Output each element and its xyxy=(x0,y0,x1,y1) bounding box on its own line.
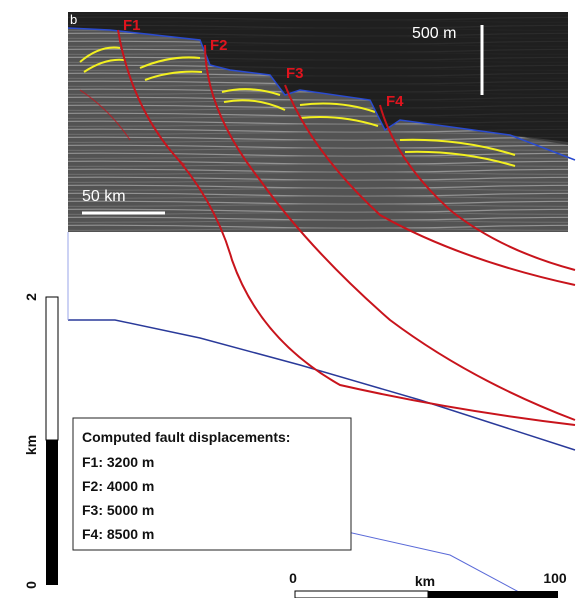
fault-label: F2 xyxy=(210,37,228,54)
faults xyxy=(79,29,576,426)
fault-label: F4 xyxy=(386,93,404,110)
distance-scale-black xyxy=(428,591,558,598)
box-line: F1: 3200 m xyxy=(82,454,154,470)
depth-scale-top: 2 xyxy=(23,293,39,301)
surfaces xyxy=(67,27,576,598)
distance-scale-unit: km xyxy=(415,573,435,589)
panel-label: b xyxy=(70,12,77,27)
box-line: F2: 4000 m xyxy=(82,478,154,494)
box-line: F4: 8500 m xyxy=(82,526,154,542)
depth-scale-white xyxy=(45,296,59,441)
displacement-box xyxy=(72,417,352,551)
depth-scale-bottom: 0 xyxy=(23,581,39,589)
horizontal-scale-label: 50 km xyxy=(82,188,126,205)
distance-scale-right: 100 xyxy=(543,570,567,586)
distance-scale-left: 0 xyxy=(289,570,297,586)
distance-scale-white xyxy=(294,590,429,598)
vertical-scale-label: 500 m xyxy=(412,25,456,42)
box-line: F3: 5000 m xyxy=(82,502,154,518)
depth-scale-unit: km xyxy=(23,435,39,455)
seismic-image xyxy=(68,12,568,232)
fault-label: F3 xyxy=(286,65,304,82)
depth-scale-black xyxy=(46,440,58,585)
fault-label: F1 xyxy=(123,17,141,34)
box-title: Computed fault displacements: xyxy=(82,429,290,445)
